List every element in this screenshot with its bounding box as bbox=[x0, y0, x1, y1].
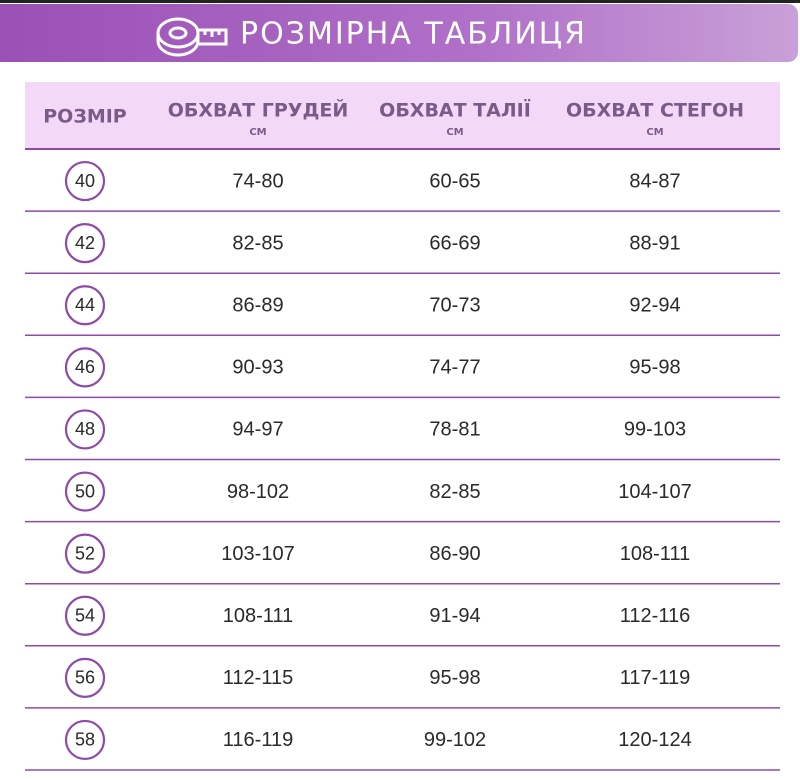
size-circle bbox=[64, 471, 106, 512]
column-header: ОБХВАТ ГРУДЕЙ bbox=[168, 99, 349, 122]
column-header: ОБХВАТ ТАЛІЇ bbox=[379, 98, 531, 122]
cell: 108-111 bbox=[223, 605, 293, 627]
cell: 92-94 bbox=[629, 295, 680, 317]
cell: 74-77 bbox=[429, 357, 480, 379]
size-circle bbox=[64, 595, 106, 636]
column-header: РОЗМІР bbox=[43, 106, 127, 128]
size-label: 50 bbox=[75, 481, 95, 501]
size-circle bbox=[64, 285, 106, 326]
cell: 98-102 bbox=[227, 481, 289, 503]
cell: 60-65 bbox=[429, 170, 480, 192]
cell: 86-90 bbox=[429, 543, 480, 565]
size-label: 42 bbox=[75, 233, 95, 253]
size-label: 56 bbox=[75, 668, 95, 688]
cell: 99-103 bbox=[624, 419, 686, 441]
cell: 104-107 bbox=[618, 481, 691, 503]
cell: 99-102 bbox=[424, 729, 486, 751]
cell: 103-107 bbox=[221, 543, 294, 565]
size-circle bbox=[64, 719, 106, 761]
cell: 86-89 bbox=[232, 295, 283, 317]
table: РОЗМІР ОБХВАТ ГРУДЕЙ СМ ОБХВАТ ТАЛІЇ СМ ОБХВА… bbox=[25, 98, 780, 771]
cell: 82-85 bbox=[429, 481, 480, 503]
cell: 117-119 bbox=[620, 667, 690, 689]
cell: 84-87 bbox=[629, 170, 680, 192]
cell: 82-85 bbox=[232, 232, 283, 254]
size-label: 48 bbox=[75, 419, 95, 439]
size-label: 44 bbox=[75, 295, 95, 315]
size-circle bbox=[64, 223, 106, 264]
column-unit: СМ bbox=[646, 127, 663, 138]
table-header bbox=[25, 82, 780, 148]
column-unit: СМ bbox=[249, 127, 266, 138]
cell: 91-94 bbox=[429, 605, 480, 627]
cell: 94-97 bbox=[232, 419, 283, 441]
cell: 74-80 bbox=[232, 170, 283, 192]
cell: 70-73 bbox=[429, 295, 480, 317]
column-unit: СМ bbox=[446, 127, 463, 138]
size-label: 58 bbox=[75, 730, 95, 750]
cell: 120-124 bbox=[618, 729, 691, 751]
banner bbox=[0, 4, 798, 62]
cell: 108-111 bbox=[620, 543, 690, 565]
cell: 112-115 bbox=[223, 667, 293, 689]
size-circle bbox=[64, 409, 106, 450]
size-circle bbox=[64, 657, 106, 698]
cell: 78-81 bbox=[429, 419, 480, 441]
cell: 95-98 bbox=[629, 357, 680, 379]
size-circle bbox=[64, 160, 106, 202]
title: РОЗМІРНА ТАБЛИЦЯ bbox=[240, 17, 587, 52]
tape-icon bbox=[156, 17, 228, 57]
cell: 66-69 bbox=[429, 232, 480, 254]
cell: 116-119 bbox=[223, 729, 293, 751]
cell: 90-93 bbox=[232, 357, 283, 379]
size-label: 54 bbox=[75, 606, 95, 626]
cell: 112-116 bbox=[620, 605, 690, 627]
size-label: 46 bbox=[75, 357, 95, 377]
size-label: 52 bbox=[75, 543, 95, 563]
size-circle bbox=[64, 533, 106, 574]
size-circle bbox=[64, 347, 106, 388]
cell: 95-98 bbox=[429, 667, 480, 689]
column-header: ОБХВАТ СТЕГОН bbox=[566, 100, 744, 122]
top-edge bbox=[0, 0, 800, 3]
cell: 88-91 bbox=[629, 232, 680, 254]
size-label: 40 bbox=[75, 171, 95, 191]
